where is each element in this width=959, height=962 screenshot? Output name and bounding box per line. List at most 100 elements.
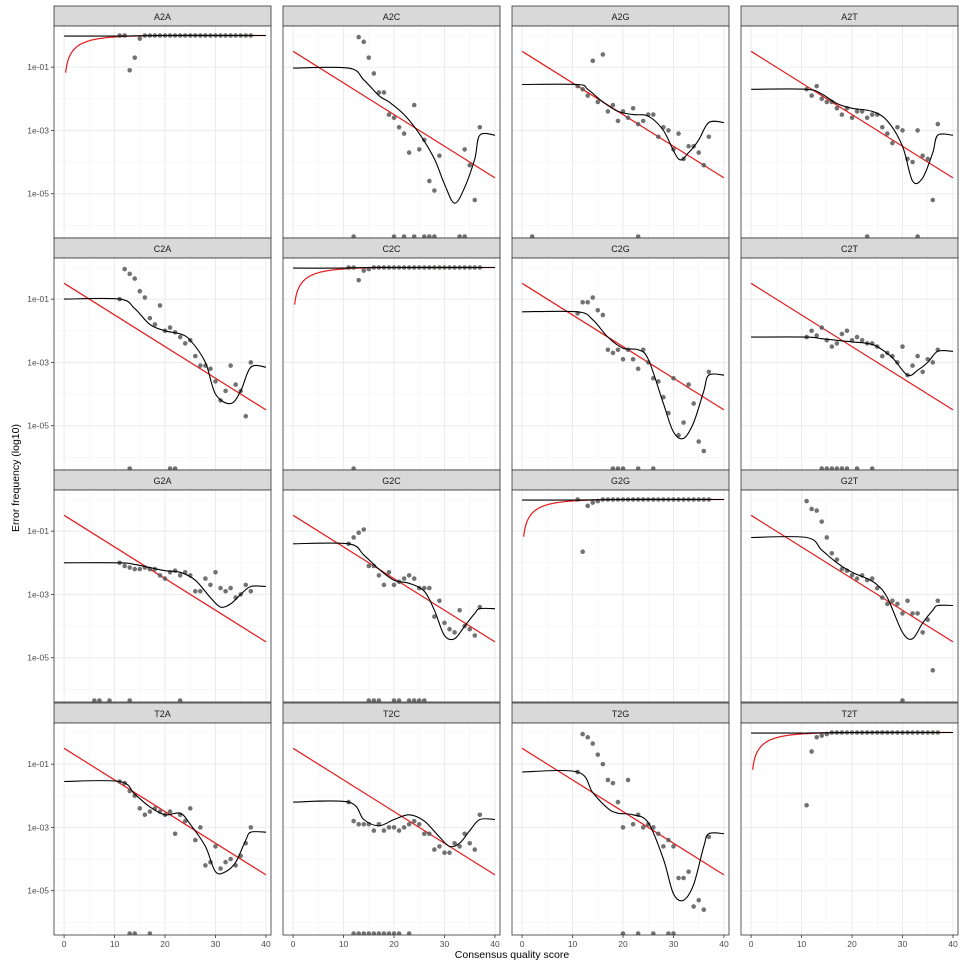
- observed-error-point: [391, 825, 397, 830]
- zero-count-point: [147, 931, 153, 935]
- observed-error-point: [625, 115, 631, 121]
- observed-error-point: [635, 121, 641, 127]
- facet-strip-label: G2C: [382, 476, 401, 486]
- fitted-error-curve: [751, 731, 953, 734]
- fitted-error-curve: [522, 498, 724, 501]
- panel-background: [283, 723, 500, 935]
- zero-count-point: [127, 931, 132, 935]
- observed-error-point: [859, 337, 865, 343]
- observed-error-point: [590, 741, 596, 746]
- observed-error-point: [452, 630, 457, 635]
- zero-count-point: [462, 234, 467, 238]
- panel-border: [53, 722, 272, 936]
- observed-error-point: [437, 598, 442, 604]
- zero-count-point: [351, 466, 356, 470]
- observed-error-point: [869, 112, 875, 117]
- observed-error-point: [910, 159, 915, 165]
- observed-error-point: [162, 576, 168, 581]
- observed-error-point: [585, 734, 590, 740]
- observed-error-point: [427, 178, 432, 184]
- x-tick-label: 40: [261, 939, 271, 949]
- observed-error-point: [213, 569, 218, 575]
- observed-error-point: [351, 535, 356, 540]
- observed-error-point: [905, 598, 910, 604]
- observed-error-point: [600, 52, 606, 57]
- expected-error-line: [750, 50, 954, 179]
- observed-error-point: [610, 350, 616, 356]
- observed-error-point: [381, 582, 387, 588]
- zero-count-point: [819, 466, 825, 470]
- observed-error-point: [472, 847, 478, 852]
- facet-strip-label: C2A: [154, 244, 172, 254]
- facet-strip-label: T2A: [154, 709, 171, 719]
- panel-plot-area: [741, 490, 958, 702]
- panel-background: [512, 26, 729, 238]
- zero-count-point: [167, 466, 173, 470]
- observed-error-point: [696, 439, 702, 444]
- observed-error-point: [656, 831, 661, 837]
- observed-error-point: [366, 55, 372, 60]
- facet-c2g: C2G: [511, 237, 730, 471]
- zero-count-point: [635, 234, 641, 238]
- y-tick-label: 1e-05: [27, 421, 49, 431]
- observed-error-point: [834, 105, 840, 111]
- observed-error-point: [477, 812, 483, 818]
- y-tick-label: 1e-01: [27, 759, 49, 769]
- y-tick-label: 1e-05: [27, 886, 49, 896]
- observed-error-point: [681, 875, 686, 881]
- observed-error-point: [706, 834, 712, 840]
- observed-error-point: [804, 498, 809, 504]
- facet-a2t: A2T: [740, 5, 959, 239]
- observed-error-point: [600, 312, 606, 318]
- observed-error-point: [839, 566, 845, 572]
- observed-error-point: [630, 356, 636, 362]
- observed-error-point: [391, 115, 397, 121]
- panel-plot-area: [54, 258, 271, 470]
- facet-strip-label: T2T: [841, 709, 858, 719]
- observed-error-point: [605, 347, 611, 353]
- y-tick-label: 1e-01: [27, 62, 49, 72]
- observed-error-point: [671, 844, 676, 849]
- observed-error-point: [809, 328, 814, 334]
- x-tick-label: 40: [719, 939, 729, 949]
- observed-error-point: [915, 128, 920, 133]
- facet-t2a: T2A 1e-01 1e-03 1e-05 0 10 20 30 40: [27, 702, 272, 949]
- observed-error-point: [819, 325, 825, 330]
- x-tick-label: 20: [389, 939, 399, 949]
- fitted-error-curve: [293, 800, 496, 848]
- observed-error-point: [432, 614, 437, 619]
- zero-count-point: [391, 698, 397, 702]
- observed-error-point: [233, 382, 238, 387]
- facet-t2t: T2T 0 10 20 30 40: [740, 702, 959, 949]
- observed-error-point: [437, 153, 442, 159]
- observed-error-point: [381, 90, 387, 95]
- expected-error-line: [521, 282, 725, 411]
- zero-count-point: [666, 931, 671, 935]
- facet-strip-label: G2A: [153, 476, 171, 486]
- panel-background: [283, 258, 500, 470]
- observed-error-point: [467, 162, 473, 168]
- zero-count-point: [864, 234, 870, 238]
- fitted-error-curve: [751, 88, 954, 185]
- observed-error-point: [809, 93, 814, 98]
- zero-count-point: [411, 698, 417, 702]
- observed-error-point: [859, 109, 865, 114]
- observed-error-point: [880, 124, 885, 130]
- observed-error-point: [137, 566, 143, 572]
- zero-count-point: [900, 698, 905, 702]
- observed-error-point: [880, 353, 885, 359]
- observed-error-point: [676, 875, 681, 881]
- observed-error-point: [218, 866, 223, 871]
- observed-error-point: [142, 295, 148, 300]
- observed-error-point: [804, 802, 809, 808]
- observed-error-point: [701, 448, 707, 454]
- facet-strip-label: C2T: [841, 244, 859, 254]
- panel-background: [283, 26, 500, 238]
- zero-count-point: [529, 234, 535, 238]
- zero-count-point: [427, 234, 432, 238]
- observed-error-point: [580, 731, 585, 737]
- y-tick-label: 1e-05: [27, 189, 49, 199]
- observed-error-point: [157, 303, 163, 308]
- x-tick-label: 10: [797, 939, 807, 949]
- observed-error-point: [198, 588, 203, 594]
